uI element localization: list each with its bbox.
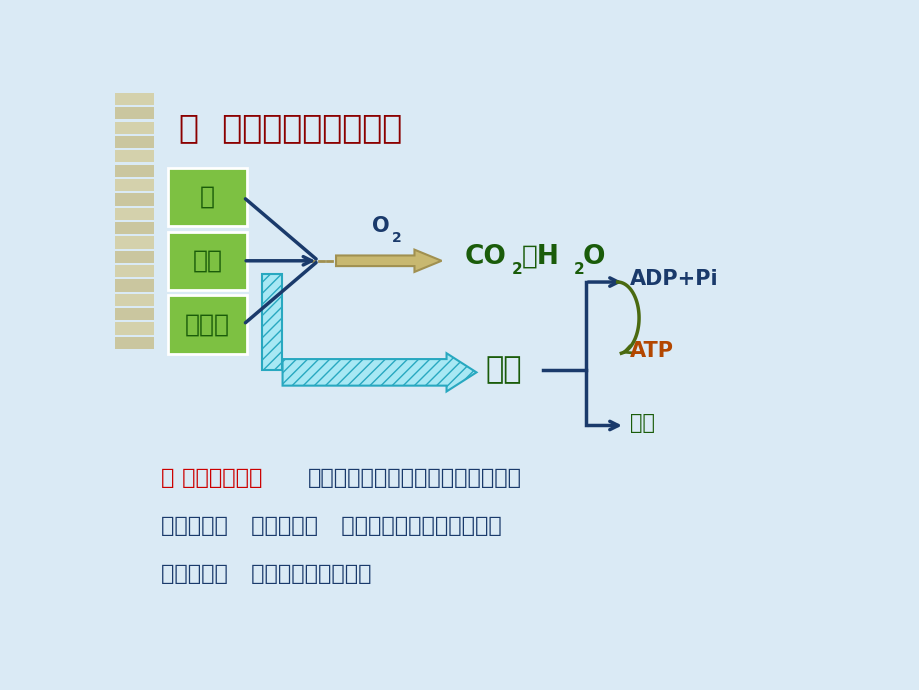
Text: 2: 2 [512, 262, 522, 277]
Text: 脂肪: 脂肪 [192, 249, 222, 273]
Bar [115, 265, 154, 277]
FancyArrow shape [335, 250, 441, 272]
Text: 逐步反应，   逐步释能，   常伴有分解释能反应与需能: 逐步反应， 逐步释能， 常伴有分解释能反应与需能 [161, 516, 502, 536]
Bar [115, 222, 154, 234]
Text: CO: CO [464, 244, 505, 270]
Text: ＊  生物氧化的一般过程: ＊ 生物氧化的一般过程 [179, 112, 402, 144]
FancyArrow shape [282, 353, 476, 391]
Bar [115, 136, 154, 148]
Text: ADP+Pi: ADP+Pi [630, 269, 718, 289]
Text: ：生物分子在体内的反应条件温和，: ：生物分子在体内的反应条件温和， [307, 468, 521, 488]
Text: 2: 2 [391, 231, 401, 246]
Bar [115, 165, 154, 177]
Bar [115, 250, 154, 263]
Text: ATP: ATP [630, 341, 673, 361]
Text: 糖: 糖 [200, 185, 215, 209]
Bar [115, 237, 154, 248]
Text: 热能: 热能 [630, 413, 654, 433]
Bar [115, 208, 154, 220]
Text: ＊ 生物氧化特点: ＊ 生物氧化特点 [161, 468, 263, 488]
Text: 和H: 和H [521, 244, 559, 270]
Bar [115, 179, 154, 191]
FancyBboxPatch shape [168, 168, 246, 226]
Bar [115, 279, 154, 292]
Bar [115, 308, 154, 320]
Bar [115, 322, 154, 335]
Text: 反应偶联，   或能量形式的转换。: 反应偶联， 或能量形式的转换。 [161, 564, 371, 584]
Bar [115, 193, 154, 206]
Text: O: O [582, 244, 605, 270]
Bar [115, 93, 154, 105]
Bar [115, 107, 154, 119]
FancyBboxPatch shape [168, 295, 246, 354]
Bar [115, 121, 154, 134]
FancyArrow shape [262, 274, 281, 370]
Bar [115, 294, 154, 306]
Text: O: O [371, 216, 389, 236]
Text: 2: 2 [573, 262, 584, 277]
Bar [115, 150, 154, 163]
Text: 蛋白质: 蛋白质 [185, 313, 230, 337]
FancyBboxPatch shape [168, 232, 246, 290]
Text: 能量: 能量 [485, 355, 522, 384]
Bar [115, 337, 154, 349]
